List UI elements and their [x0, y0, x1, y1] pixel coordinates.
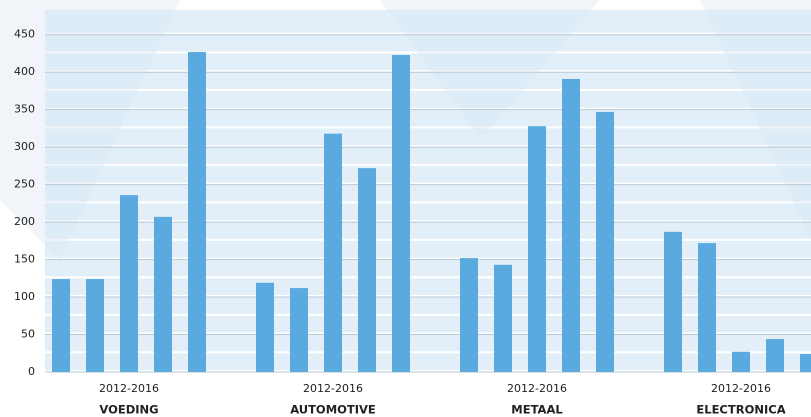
stripe [45, 240, 811, 258]
group-name: ELECTRONICA [696, 403, 785, 417]
stripe [45, 90, 811, 108]
bar [698, 243, 716, 372]
stripe [45, 165, 811, 183]
bar [596, 111, 614, 373]
group-name: VOEDING [99, 403, 158, 417]
bar [154, 216, 172, 372]
bar [358, 168, 376, 372]
group-name: METAAL [511, 403, 563, 417]
stripe [45, 334, 811, 352]
y-tick-label: 100 [14, 290, 35, 303]
group-period: 2012-2016 [711, 382, 771, 395]
bar [256, 282, 274, 372]
y-tick-label: 450 [14, 28, 35, 41]
stripe [45, 315, 811, 333]
bar [290, 288, 308, 372]
bar [324, 133, 342, 372]
bar [528, 126, 546, 372]
bar [664, 231, 682, 372]
stripe [45, 203, 811, 221]
stripe [45, 184, 811, 202]
y-tick-label: 350 [14, 103, 35, 116]
stripe [45, 147, 811, 164]
bar [120, 195, 138, 372]
stripe [45, 297, 811, 314]
bar [494, 264, 512, 372]
stripe [45, 353, 811, 370]
stripe [45, 278, 811, 296]
bar [460, 258, 478, 372]
bar [562, 78, 580, 372]
bar [188, 51, 206, 373]
stripe [45, 128, 811, 146]
bar [86, 279, 104, 372]
y-tick-label: 200 [14, 215, 35, 228]
bar [52, 279, 70, 372]
group-period: 2012-2016 [99, 382, 159, 395]
bar [732, 351, 750, 372]
group-period: 2012-2016 [303, 382, 363, 395]
y-tick-label: 150 [14, 253, 35, 266]
bar [800, 354, 811, 372]
y-tick-label: 50 [21, 328, 35, 341]
y-tick-label: 250 [14, 178, 35, 191]
y-tick-label: 300 [14, 140, 35, 153]
stripe [45, 72, 811, 89]
bar [766, 339, 784, 372]
group-period: 2012-2016 [507, 382, 567, 395]
stripe [45, 34, 811, 52]
stripe [45, 109, 811, 127]
stripe [45, 259, 811, 277]
bar [392, 54, 410, 373]
stripe [45, 222, 811, 239]
y-tick-label: 400 [14, 65, 35, 78]
y-tick-label: 0 [28, 365, 35, 378]
stripe [45, 10, 811, 33]
stripe [45, 53, 811, 71]
group-name: AUTOMOTIVE [290, 403, 376, 417]
